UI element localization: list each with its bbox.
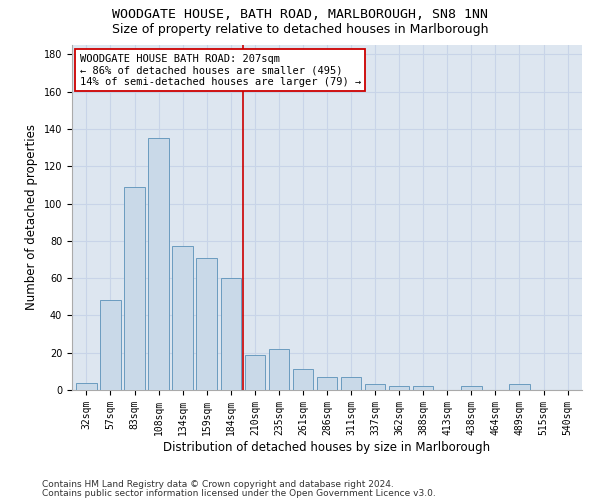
Y-axis label: Number of detached properties: Number of detached properties <box>25 124 38 310</box>
Text: Contains public sector information licensed under the Open Government Licence v3: Contains public sector information licen… <box>42 488 436 498</box>
Bar <box>413 386 433 390</box>
X-axis label: Distribution of detached houses by size in Marlborough: Distribution of detached houses by size … <box>163 440 491 454</box>
Text: Contains HM Land Registry data © Crown copyright and database right 2024.: Contains HM Land Registry data © Crown c… <box>42 480 394 489</box>
Bar <box>461 386 482 390</box>
Bar <box>317 377 337 390</box>
Text: WOODGATE HOUSE BATH ROAD: 207sqm
← 86% of detached houses are smaller (495)
14% : WOODGATE HOUSE BATH ROAD: 207sqm ← 86% o… <box>80 54 361 87</box>
Text: WOODGATE HOUSE, BATH ROAD, MARLBOROUGH, SN8 1NN: WOODGATE HOUSE, BATH ROAD, MARLBOROUGH, … <box>112 8 488 20</box>
Bar <box>76 382 97 390</box>
Bar <box>124 186 145 390</box>
Bar <box>172 246 193 390</box>
Bar <box>509 384 530 390</box>
Bar <box>365 384 385 390</box>
Bar <box>245 354 265 390</box>
Text: Size of property relative to detached houses in Marlborough: Size of property relative to detached ho… <box>112 22 488 36</box>
Bar <box>269 349 289 390</box>
Bar <box>389 386 409 390</box>
Bar <box>196 258 217 390</box>
Bar <box>221 278 241 390</box>
Bar <box>293 370 313 390</box>
Bar <box>341 377 361 390</box>
Bar <box>100 300 121 390</box>
Bar <box>148 138 169 390</box>
